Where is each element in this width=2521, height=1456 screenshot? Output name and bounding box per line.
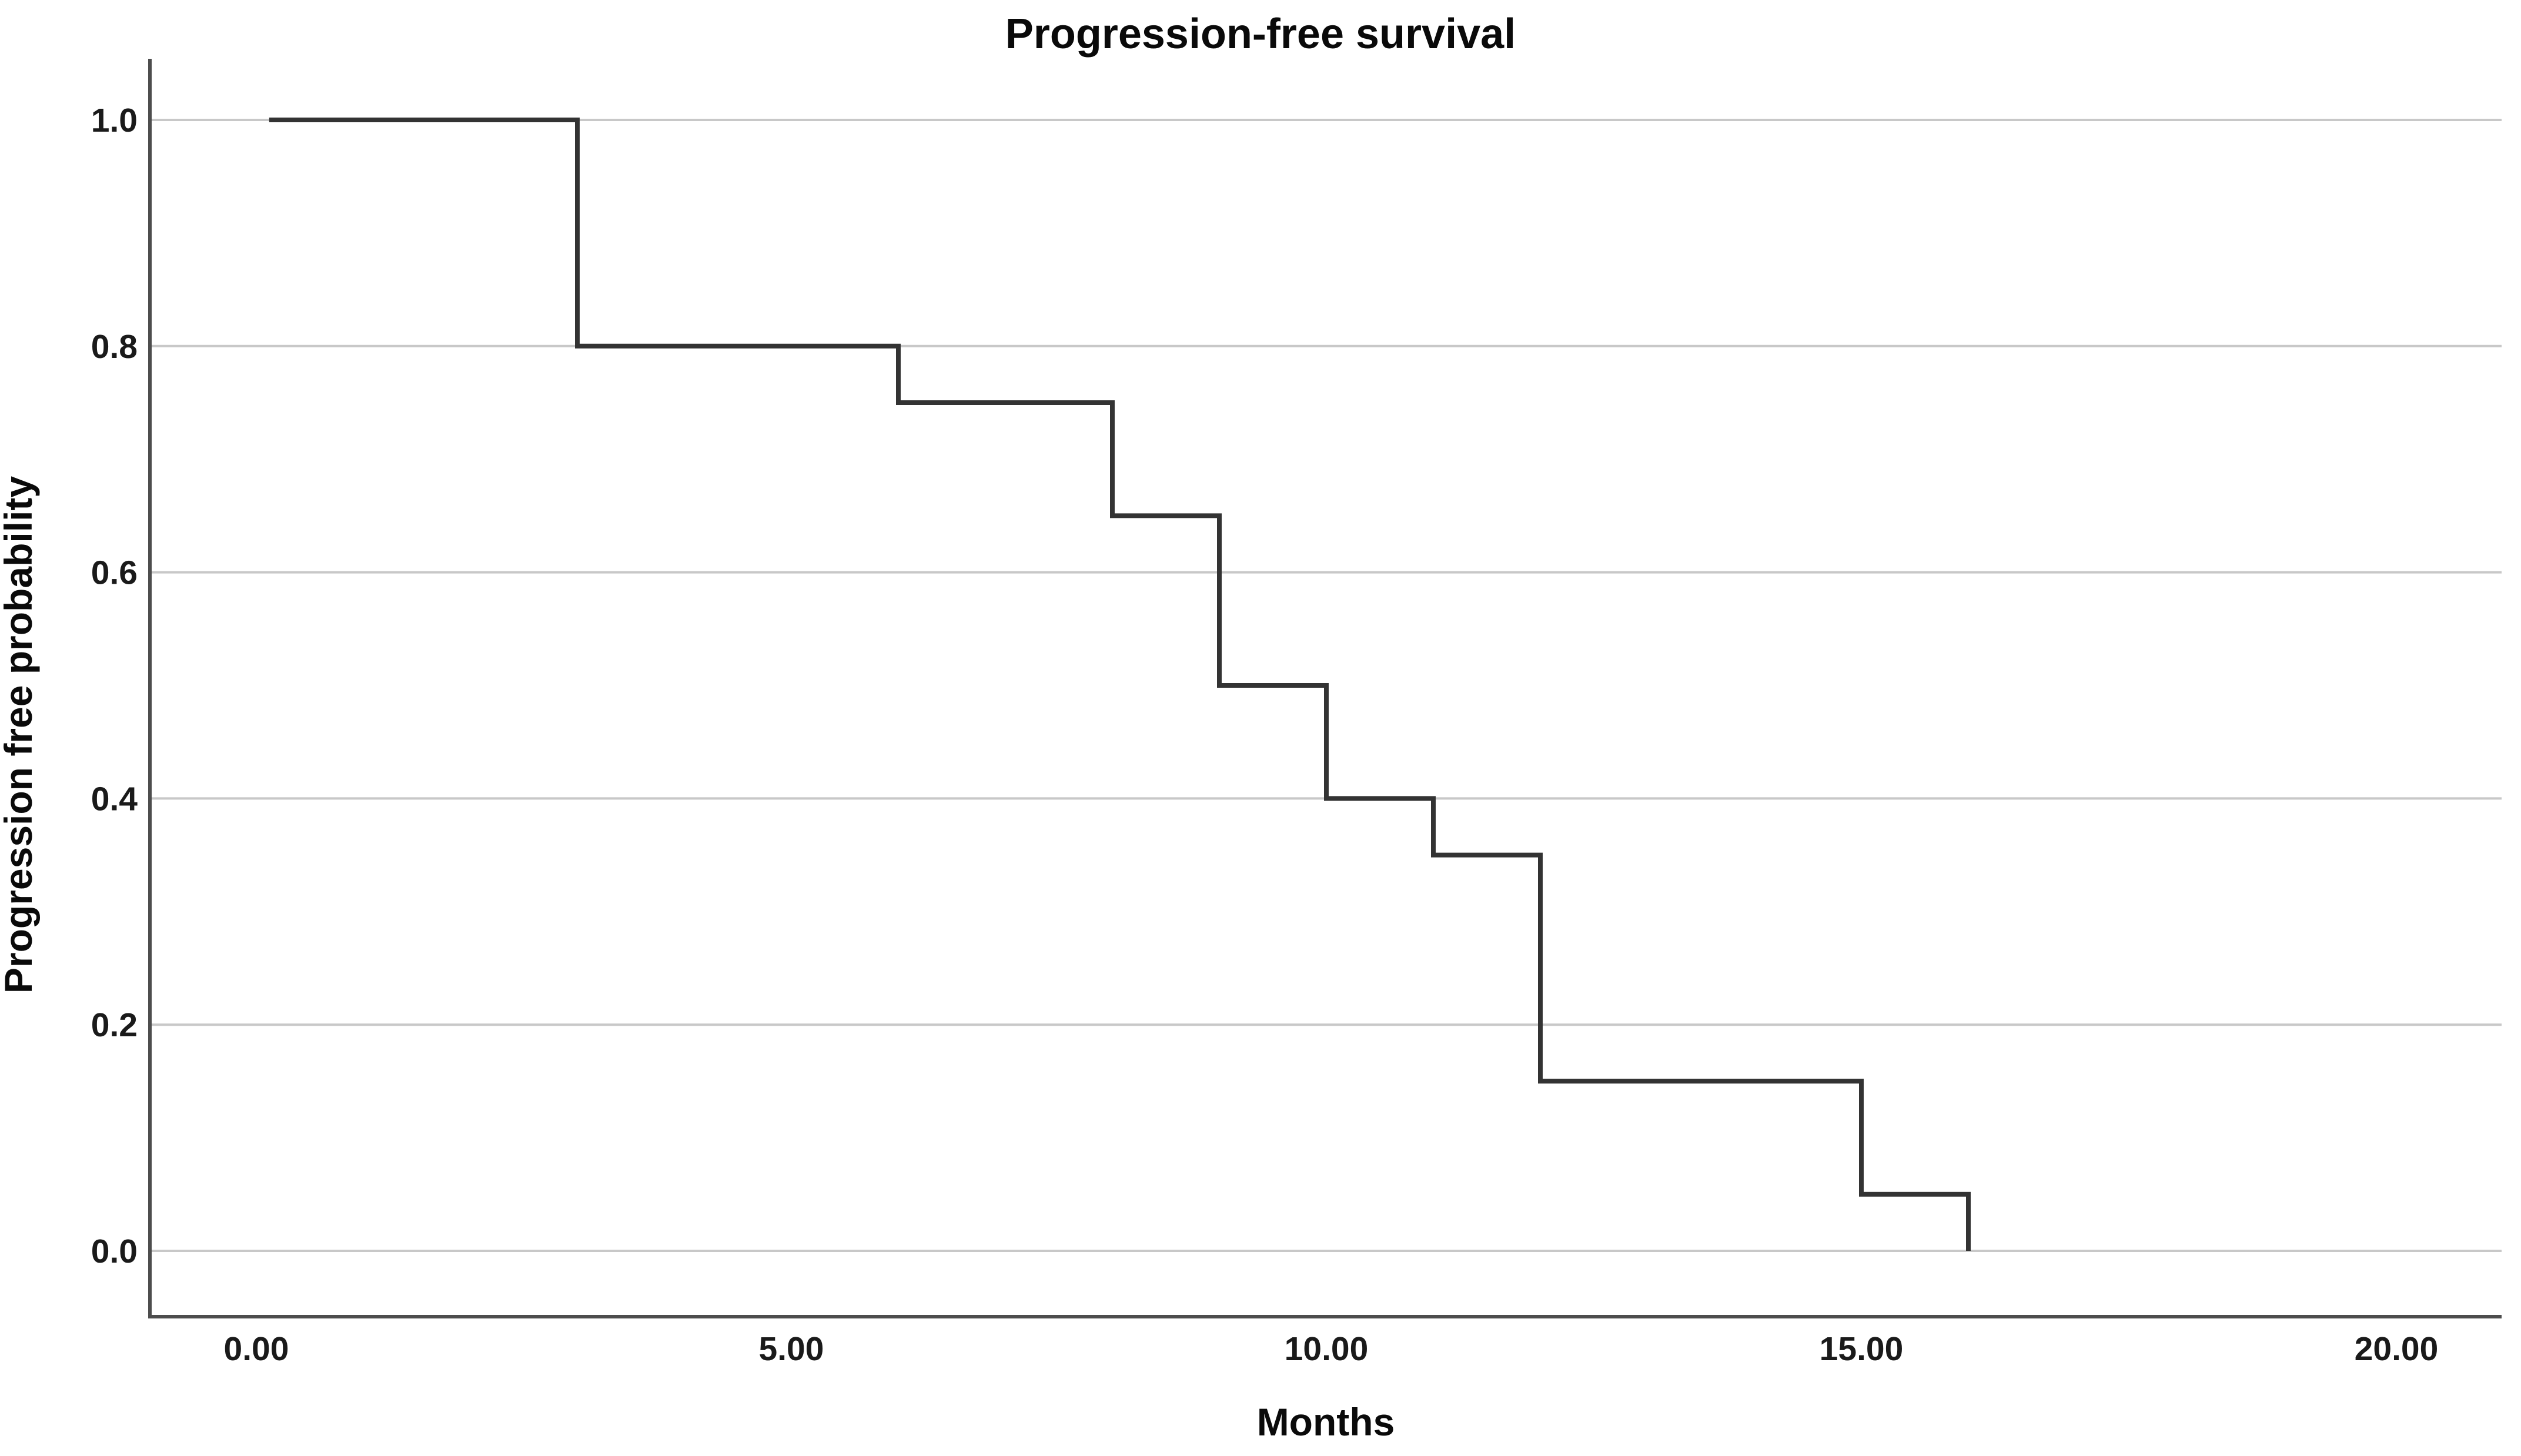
chart-title: Progression-free survival [1005,11,1516,58]
y-tick-label: 0.2 [91,1006,138,1044]
y-tick-label: 0.8 [91,328,138,366]
y-tick-labels: 0.0 0.2 0.4 0.6 0.8 1.0 [91,102,138,1270]
x-tick-label: 10.00 [1285,1330,1369,1368]
y-axis-title: Progression free probability [0,476,40,993]
x-axis-title: Months [1257,1400,1395,1444]
survival-step-curve [269,118,1971,1251]
y-tick-label: 0.0 [91,1233,138,1270]
y-tick-label: 0.4 [91,780,138,818]
x-tick-label: 20.00 [2355,1330,2439,1368]
y-tick-label: 0.6 [91,554,138,592]
y-tick-label: 1.0 [91,102,138,139]
x-tick-label: 0.00 [224,1330,289,1368]
x-tick-labels: 0.00 5.00 10.00 15.00 20.00 [224,1330,2439,1368]
x-tick-label: 5.00 [759,1330,824,1368]
x-tick-label: 15.00 [1820,1330,1904,1368]
